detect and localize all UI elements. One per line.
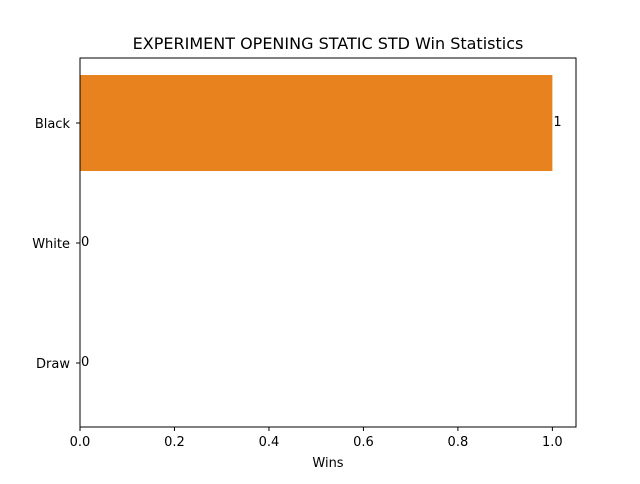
x-tick-label: 1.0 xyxy=(542,435,563,450)
data-label: 1 xyxy=(553,115,561,130)
x-tick-label: 0.6 xyxy=(353,435,374,450)
x-tick-label: 0.4 xyxy=(259,435,280,450)
data-label: 0 xyxy=(81,355,89,370)
bars-layer xyxy=(80,75,553,171)
y-tick-label: Black xyxy=(35,117,71,132)
chart-title: EXPERIMENT OPENING STATIC STD Win Statis… xyxy=(133,34,524,53)
bar-black xyxy=(80,75,553,171)
x-tick-label: 0.2 xyxy=(164,435,185,450)
x-axis-label: Wins xyxy=(312,456,343,471)
data-label: 0 xyxy=(81,235,89,250)
y-tick-label: Draw xyxy=(36,357,70,372)
y-tick-label: White xyxy=(32,237,70,252)
x-tick-label: 0.8 xyxy=(448,435,469,450)
x-tick-label: 0.0 xyxy=(70,435,91,450)
data-labels: 1 0 0 xyxy=(81,115,562,370)
x-axis-ticks: 0.0 0.2 0.4 0.6 0.8 1.0 xyxy=(70,427,563,450)
y-axis-ticks: Black White Draw xyxy=(32,117,80,372)
